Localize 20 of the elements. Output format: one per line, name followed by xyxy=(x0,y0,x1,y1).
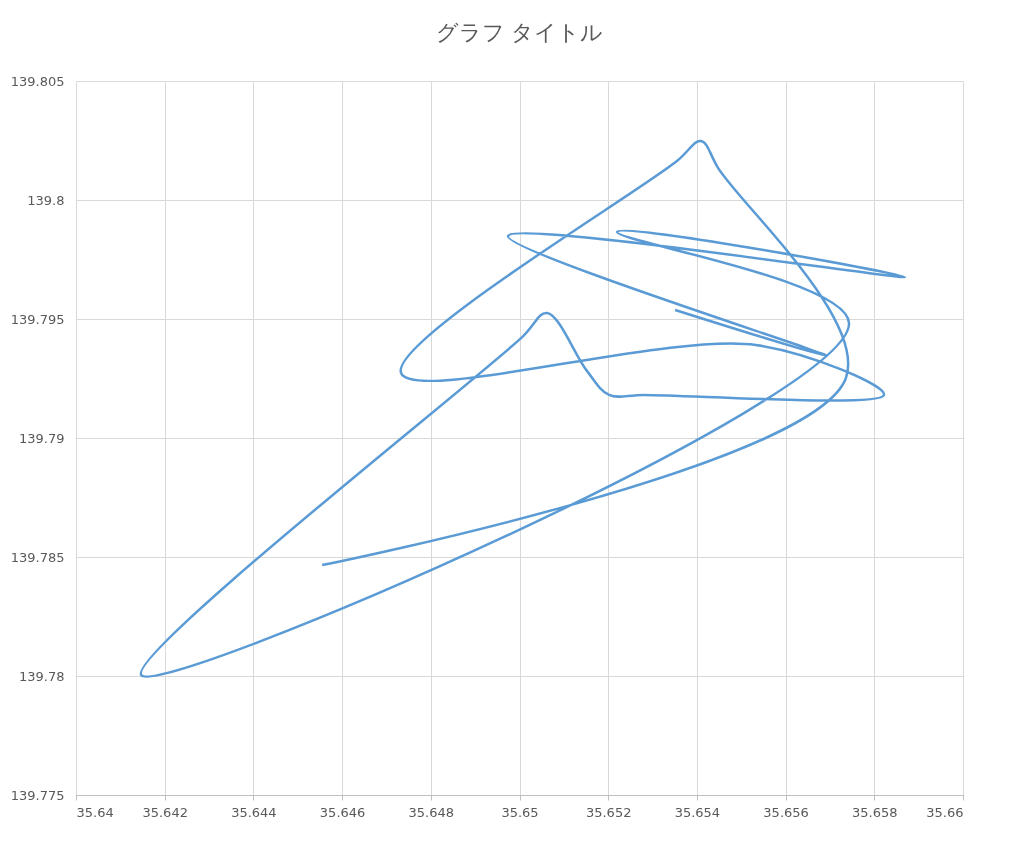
y-tick-label: 139.795 xyxy=(10,311,65,327)
x-tick-label: 35.646 xyxy=(319,804,366,820)
x-tick-label: 35.644 xyxy=(231,804,277,820)
y-tick-label: 139.805 xyxy=(10,73,65,89)
y-tick-label: 139.775 xyxy=(10,787,65,803)
chart-title: グラフ タイトル xyxy=(435,20,604,45)
x-tick-label: 35.65 xyxy=(501,804,539,820)
x-tick-label: 35.652 xyxy=(585,804,632,820)
x-tick-label: 35.648 xyxy=(408,804,455,820)
x-tick-label: 35.64 xyxy=(76,804,114,820)
y-tick-label: 139.8 xyxy=(27,192,65,208)
x-tick-label: 35.658 xyxy=(852,804,898,820)
y-tick-label: 139.79 xyxy=(19,430,65,446)
line-series xyxy=(139,139,907,677)
x-tick-label: 35.642 xyxy=(142,804,188,820)
x-tick-label: 35.656 xyxy=(763,804,809,820)
y-tick-label: 139.785 xyxy=(10,549,65,565)
x-tick-label: 35.66 xyxy=(926,804,964,820)
y-tick-label: 139.78 xyxy=(19,668,65,684)
x-tick-label: 35.654 xyxy=(674,804,721,820)
